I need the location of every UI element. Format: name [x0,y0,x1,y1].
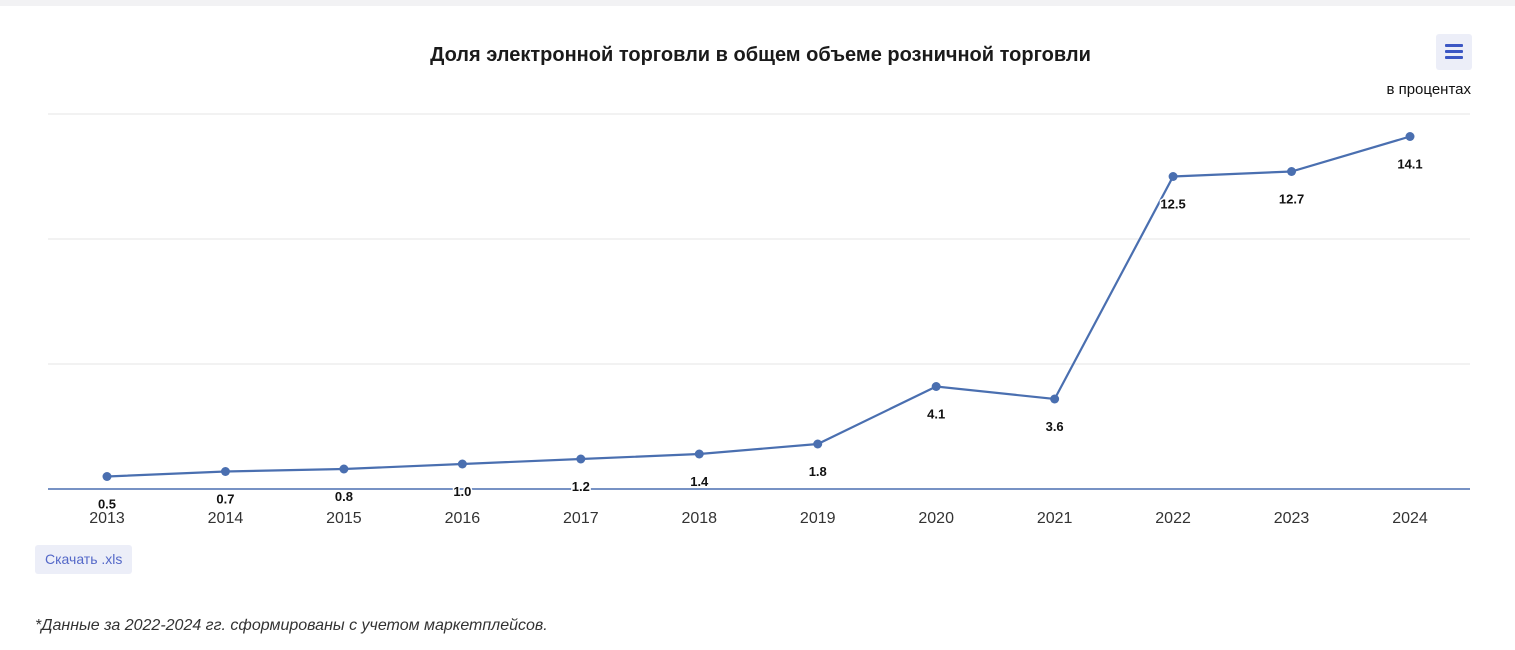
data-point [1287,167,1297,176]
data-label: 1.2 [572,479,590,494]
data-point [576,454,586,464]
data-label: 4.1 [927,407,945,422]
x-tick-label: 2015 [326,510,362,527]
data-label: 12.5 [1160,197,1185,212]
data-label: 0.8 [335,489,353,504]
data-label: 1.8 [809,464,827,479]
data-point [102,472,112,481]
data-point [931,382,941,391]
chart-menu-button[interactable] [1436,34,1472,70]
data-point [694,449,704,459]
data-label: 1.4 [690,474,709,489]
data-label: 0.7 [216,492,234,507]
x-tick-label: 2020 [918,510,954,527]
data-point [339,464,349,474]
x-tick-label: 2022 [1155,510,1191,527]
chart-title: Доля электронной торговли в общем объеме… [0,44,1515,67]
x-tick-label: 2023 [1274,510,1310,527]
x-tick-label: 2016 [445,510,481,527]
chart-title-text: Доля электронной торговли в общем объеме… [430,44,1091,66]
data-label: 12.7 [1279,192,1304,207]
data-label: 1.0 [453,484,471,499]
data-point [1405,132,1415,141]
x-tick-label: 2013 [89,510,125,527]
data-label: 14.1 [1397,157,1422,172]
top-bar [0,0,1515,6]
x-tick-label: 2021 [1037,510,1073,527]
series-line [106,135,1411,478]
x-tick-label: 2014 [208,510,244,527]
x-tick-label: 2024 [1392,510,1428,527]
data-point [1050,394,1060,404]
data-label: 3.6 [1046,419,1064,434]
data-point [1168,172,1178,181]
footnote: *Данные за 2022-2024 гг. сформированы с … [35,617,548,634]
x-tick-label: 2018 [681,510,717,527]
unit-label: в процентах [1386,81,1471,98]
data-point [813,439,823,449]
x-tick-label: 2019 [800,510,836,527]
data-point [457,459,467,469]
data-point [220,467,230,476]
download-xls-button[interactable]: Скачать .xls [35,545,133,574]
data-label: 0.5 [98,497,116,512]
x-tick-label: 2017 [563,510,599,527]
